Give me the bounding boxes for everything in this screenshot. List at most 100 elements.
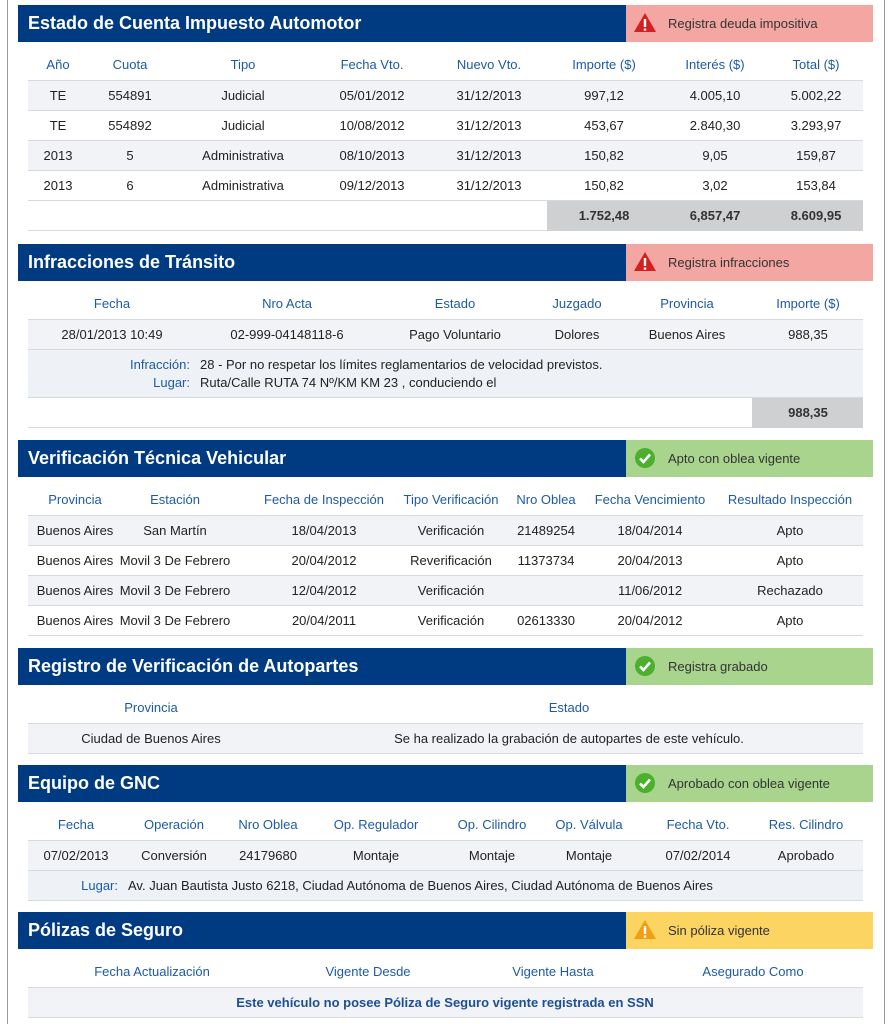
status-icon [632,10,658,36]
cell: 11373734 [517,553,575,568]
cell: 5 [126,148,134,163]
column-header: Provincia [124,700,178,715]
column-header: Fecha Actualización [94,964,210,979]
section-title: Infracciones de Tránsito [28,252,236,272]
cell: Buenos Aires [648,327,726,342]
column-header: Vigente Hasta [512,964,594,979]
cell: 4.005,10 [689,88,741,103]
cell: 2013 [43,148,73,163]
header-rule [28,987,863,988]
column-header: Nuevo Vto. [456,57,522,72]
status-text: Registra deuda impositiva [668,16,818,31]
column-header: Nro Oblea [516,492,576,507]
cell: 31/12/2013 [456,88,522,103]
cell: 21489254 [517,523,575,538]
note: Este vehículo no posee Póliza de Seguro … [236,995,654,1010]
cell: 02-999-04148118-6 [230,327,344,342]
cell: 10/08/2012 [339,118,405,133]
column-header: Fecha Vto. [666,817,730,832]
cell: Conversión [141,848,207,863]
column-header: Op. Cilindro [457,817,527,832]
totals-box [752,398,863,428]
cell: Buenos Aires [36,583,114,598]
cell: Aprobado [777,848,835,863]
column-header: Estado [434,296,476,311]
cell: Judicial [221,88,265,103]
status-icon [632,770,658,796]
status-badge [626,648,873,685]
cell: Movil 3 De Febrero [119,583,231,598]
section-header [18,648,626,685]
column-header: Asegurado Como [702,964,804,979]
totals-row [28,398,863,428]
section-title: Pólizas de Seguro [28,920,184,940]
status-icon [632,917,658,943]
cell: 09/12/2013 [339,178,405,193]
cell: 05/01/2012 [339,88,405,103]
total-value: 988,35 [788,405,828,420]
column-header: Fecha Vto. [340,57,404,72]
cell: Ciudad de Buenos Aires [81,731,221,746]
column-header: Interés ($) [685,57,745,72]
table-row [28,141,863,171]
column-header: Fecha [57,817,95,832]
cell: 554892 [108,118,152,133]
cell: 31/12/2013 [456,178,522,193]
cell: Verificación [417,523,485,538]
cell: 18/04/2013 [291,523,357,538]
cell: 997,12 [584,88,624,103]
cell: Montaje [352,848,400,863]
header-rule [28,80,863,81]
detail-block [28,350,863,398]
cell: 18/04/2014 [617,523,683,538]
total-value: 8.609,95 [790,208,842,223]
header-rule [28,840,863,841]
cell: 07/02/2014 [665,848,731,863]
column-header: Juzgado [552,296,602,311]
section-header [18,765,626,802]
section-title: Equipo de GNC [28,773,160,793]
cell: 20/04/2012 [291,553,357,568]
cell: Pago Voluntario [409,327,501,342]
cell: Administrativa [202,178,284,193]
cell: 02613330 [517,613,575,628]
cell: 07/02/2013 [43,848,109,863]
column-header: Op. Válvula [555,817,623,832]
totals-row [28,201,863,231]
column-header: Tipo Verificación [403,492,499,507]
status-text: Registra grabado [668,659,768,674]
cell: Apto [776,553,804,568]
cell: 5.002,22 [790,88,842,103]
cell: 08/10/2013 [339,148,405,163]
cell: 453,67 [584,118,624,133]
header-rule [28,319,863,320]
total-value: 1.752,48 [578,208,630,223]
cell: Buenos Aires [36,613,114,628]
cell: Movil 3 De Febrero [119,553,231,568]
cell: 988,35 [788,327,828,342]
section-header [18,912,626,949]
cell: TE [49,88,67,103]
section-header [18,440,626,477]
detail-label: Infracción: [130,357,190,372]
cell: Dolores [554,327,600,342]
status-text: Aprobado con oblea vigente [668,776,830,791]
cell: TE [49,118,67,133]
cell: 24179680 [239,848,297,863]
column-header: Importe ($) [572,57,636,72]
table-row [28,111,863,141]
column-header: Importe ($) [776,296,840,311]
header-rule [28,723,863,724]
table-row [28,171,863,201]
detail-text: 28 - Por no respetar los límites reglame… [200,357,603,372]
cell: 3.293,97 [790,118,842,133]
status-badge [626,765,873,802]
table-row [28,516,863,546]
table-row [28,81,863,111]
cell: 20/04/2011 [291,613,357,628]
column-header: Total ($) [792,57,840,72]
cell: Se ha realizado la grabación de autopart… [394,731,744,746]
cell: Verificación [417,613,485,628]
cell: San Martín [143,523,207,538]
